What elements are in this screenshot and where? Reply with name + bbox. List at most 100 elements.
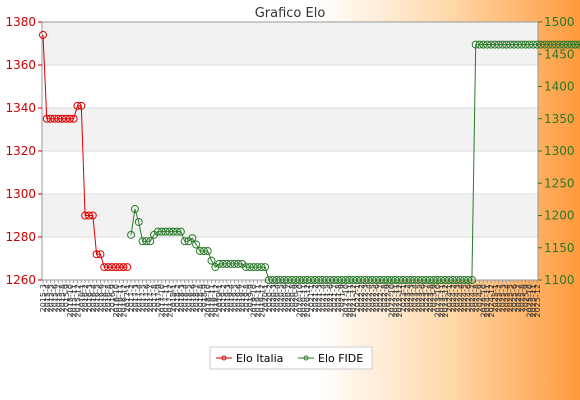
y-right-tick-label: 1100 xyxy=(544,273,575,287)
x-tick-label: 2024-5 xyxy=(460,284,469,312)
data-point-elo-fide xyxy=(299,276,308,284)
y-left-tick-label: 1340 xyxy=(5,101,36,115)
x-tick-label: 2022-2 xyxy=(357,284,366,312)
data-point-elo-fide xyxy=(552,40,561,49)
x-tick-label: 2017-1 xyxy=(123,284,132,312)
y-left-tick-label: 1260 xyxy=(5,273,36,287)
x-tick-label: 2016-1 xyxy=(77,284,86,312)
x-tick-label: 2016-4 xyxy=(89,284,98,312)
data-point-elo-fide xyxy=(441,276,450,284)
x-tick-label: 2018-6 xyxy=(188,284,197,312)
data-point-elo-fide xyxy=(142,237,151,246)
y-right-tick-label: 1350 xyxy=(544,112,575,126)
x-tick-label: 2023-4 xyxy=(410,284,419,312)
data-point-elo-fide xyxy=(207,256,216,265)
data-point-elo-fide xyxy=(364,276,373,284)
data-point-elo-fide xyxy=(138,237,147,246)
x-tick-label: 2021-12 xyxy=(349,284,358,317)
data-point-elo-italia xyxy=(100,263,109,272)
data-point-elo-fide xyxy=(130,205,139,214)
data-point-elo-fide xyxy=(261,263,270,272)
data-point-elo-fide xyxy=(188,234,197,243)
data-point-elo-italia xyxy=(123,263,132,272)
data-point-elo-fide xyxy=(356,276,365,284)
data-point-elo-fide xyxy=(268,276,277,284)
x-tick-label: 2023-11 xyxy=(437,284,446,317)
x-tick-label: 2016-6 xyxy=(96,284,105,312)
data-point-elo-italia xyxy=(77,101,86,110)
data-point-elo-italia xyxy=(81,211,90,220)
data-point-elo-fide xyxy=(234,259,243,268)
x-tick-label: 2020-6 xyxy=(280,284,289,312)
x-tick-label: 2018-12 xyxy=(211,284,220,317)
data-point-elo-fide xyxy=(398,276,407,284)
x-tick-label: 2025-2 xyxy=(495,284,504,312)
x-axis: 2015-32015-42015-52015-62015-72015-82015… xyxy=(39,280,542,317)
x-tick-label: 2021-8 xyxy=(334,284,343,312)
x-tick-label: 2019-6 xyxy=(234,284,243,312)
x-tick-label: 2018-11 xyxy=(207,284,216,317)
data-point-elo-fide xyxy=(414,276,423,284)
x-tick-label: 2023-5 xyxy=(414,284,423,312)
x-tick-label: 2015-8 xyxy=(58,284,67,312)
data-point-elo-fide xyxy=(575,40,580,49)
x-tick-label: 2016-11 xyxy=(116,284,125,317)
data-point-elo-fide xyxy=(196,246,205,255)
x-tick-label: 2022-9 xyxy=(384,284,393,312)
data-point-elo-fide xyxy=(391,276,400,284)
x-tick-label: 2016-3 xyxy=(85,284,94,312)
x-tick-label: 2017-3 xyxy=(131,284,140,312)
data-point-elo-fide xyxy=(555,40,564,49)
data-point-elo-fide xyxy=(253,263,262,272)
x-tick-label: 2016-8 xyxy=(104,284,113,312)
data-point-elo-fide xyxy=(280,276,289,284)
y-left-tick-label: 1300 xyxy=(5,187,36,201)
data-point-elo-fide xyxy=(303,276,312,284)
x-tick-label: 2020-10 xyxy=(296,284,305,317)
data-point-elo-fide xyxy=(203,246,212,255)
y-right-tick-label: 1150 xyxy=(544,241,575,255)
data-point-elo-fide xyxy=(544,40,553,49)
data-point-elo-italia xyxy=(54,114,63,123)
x-tick-label: 2024-7 xyxy=(468,284,477,312)
x-tick-label: 2025-9 xyxy=(522,284,531,312)
data-point-elo-fide xyxy=(567,40,576,49)
data-point-elo-fide xyxy=(372,276,381,284)
y-axis-left: 1260 1280 1300 1320 1340 1360 1380 xyxy=(5,15,42,287)
y-right-tick-label: 1500 xyxy=(544,15,575,29)
data-point-elo-italia xyxy=(69,114,78,123)
data-point-elo-fide xyxy=(222,259,231,268)
data-point-elo-italia xyxy=(73,101,82,110)
x-tick-label: 2024-11 xyxy=(483,284,492,317)
data-point-elo-fide xyxy=(460,276,469,284)
data-point-elo-fide xyxy=(479,40,488,49)
series-layer xyxy=(39,30,580,284)
x-tick-label: 2021-2 xyxy=(311,284,320,312)
x-tick-label: 2023-7 xyxy=(422,284,431,312)
x-tick-label: 2016-7 xyxy=(100,284,109,312)
x-tick-label: 2020-4 xyxy=(273,284,282,312)
x-tick-label: 2017-8 xyxy=(150,284,159,312)
data-point-elo-fide xyxy=(276,276,285,284)
data-point-elo-fide xyxy=(563,40,572,49)
x-tick-label: 2018-9 xyxy=(200,284,209,312)
x-tick-label: 2018-7 xyxy=(192,284,201,312)
x-tick-label: 2016-5 xyxy=(93,284,102,312)
grid-band xyxy=(42,237,538,280)
y-right-tick-label: 1450 xyxy=(544,47,575,61)
x-tick-label: 2018-1 xyxy=(169,284,178,312)
data-point-elo-fide xyxy=(433,276,442,284)
x-tick-label: 2017-7 xyxy=(146,284,155,312)
data-point-elo-fide xyxy=(494,40,503,49)
x-tick-label: 2019-8 xyxy=(242,284,251,312)
y-left-tick-label: 1360 xyxy=(5,58,36,72)
x-tick-label: 2015-12 xyxy=(73,284,82,317)
chart-title: Grafico Elo xyxy=(255,6,326,21)
x-tick-label: 2015-9 xyxy=(62,284,71,312)
data-point-elo-fide xyxy=(467,276,476,284)
data-point-elo-fide xyxy=(490,40,499,49)
data-point-elo-fide xyxy=(483,40,492,49)
data-point-elo-italia xyxy=(115,263,124,272)
data-point-elo-fide xyxy=(387,276,396,284)
x-tick-label: 2023-9 xyxy=(430,284,439,312)
